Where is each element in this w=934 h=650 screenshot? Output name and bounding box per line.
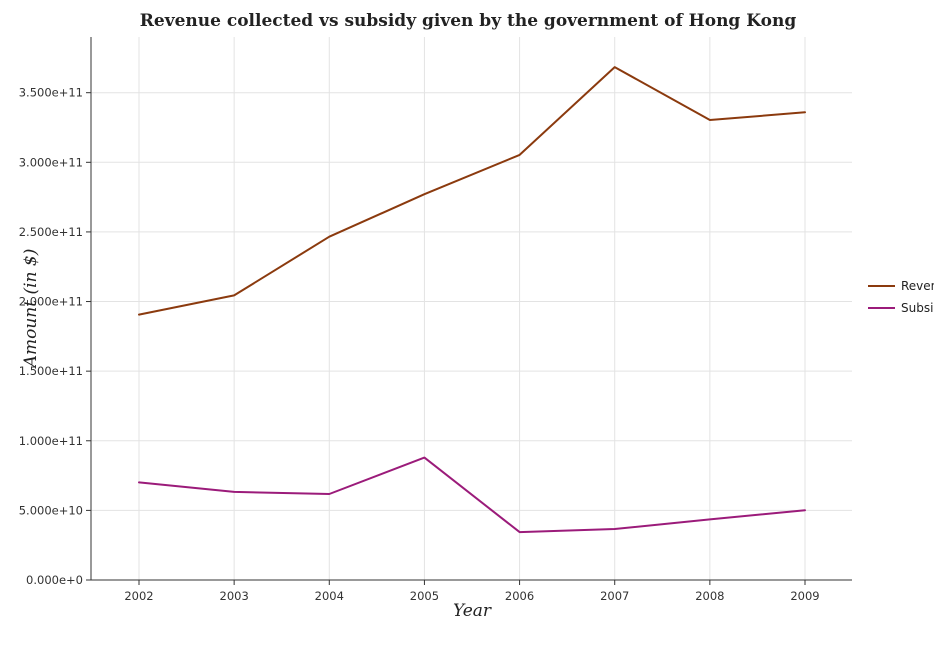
x-tick-label: 2005 xyxy=(410,589,439,603)
y-tick-label: 5.000e+10 xyxy=(19,503,83,517)
y-axis-title: Amount (in $) xyxy=(21,249,41,370)
chart-title: Revenue collected vs subsidy given by th… xyxy=(140,11,797,31)
y-tick-label: 0.000e+0 xyxy=(26,573,83,587)
series-line-revenue xyxy=(138,66,806,316)
y-tick-label: 2.500e+11 xyxy=(19,225,83,239)
x-tick-label: 2002 xyxy=(124,589,153,603)
x-tick-label: 2007 xyxy=(600,589,629,603)
x-tick-label: 2004 xyxy=(315,589,344,603)
series xyxy=(138,66,806,534)
x-tick-label: 2003 xyxy=(220,589,249,603)
y-tick-label: 3.000e+11 xyxy=(19,155,83,169)
legend: Revenue Subsidies xyxy=(868,279,934,315)
legend-label-subsidies: Subsidies xyxy=(901,301,934,315)
series-line-subsidies xyxy=(138,456,806,534)
x-tick-label: 2008 xyxy=(695,589,724,603)
axes: 2002 2003 2004 2005 2006 2007 2008 2009 0.000e+0… xyxy=(19,37,852,603)
grid xyxy=(91,37,852,581)
y-tick-label: 1.500e+11 xyxy=(19,364,83,378)
legend-label-revenue: Revenue xyxy=(901,279,934,293)
x-tick-label: 2006 xyxy=(505,589,534,603)
y-tick-label: 2.000e+11 xyxy=(19,295,83,309)
y-tick-label: 1.000e+11 xyxy=(19,434,83,448)
x-tick-label: 2009 xyxy=(790,589,819,603)
x-axis-title: Year xyxy=(453,601,492,621)
y-tick-label: 3.500e+11 xyxy=(19,86,83,100)
